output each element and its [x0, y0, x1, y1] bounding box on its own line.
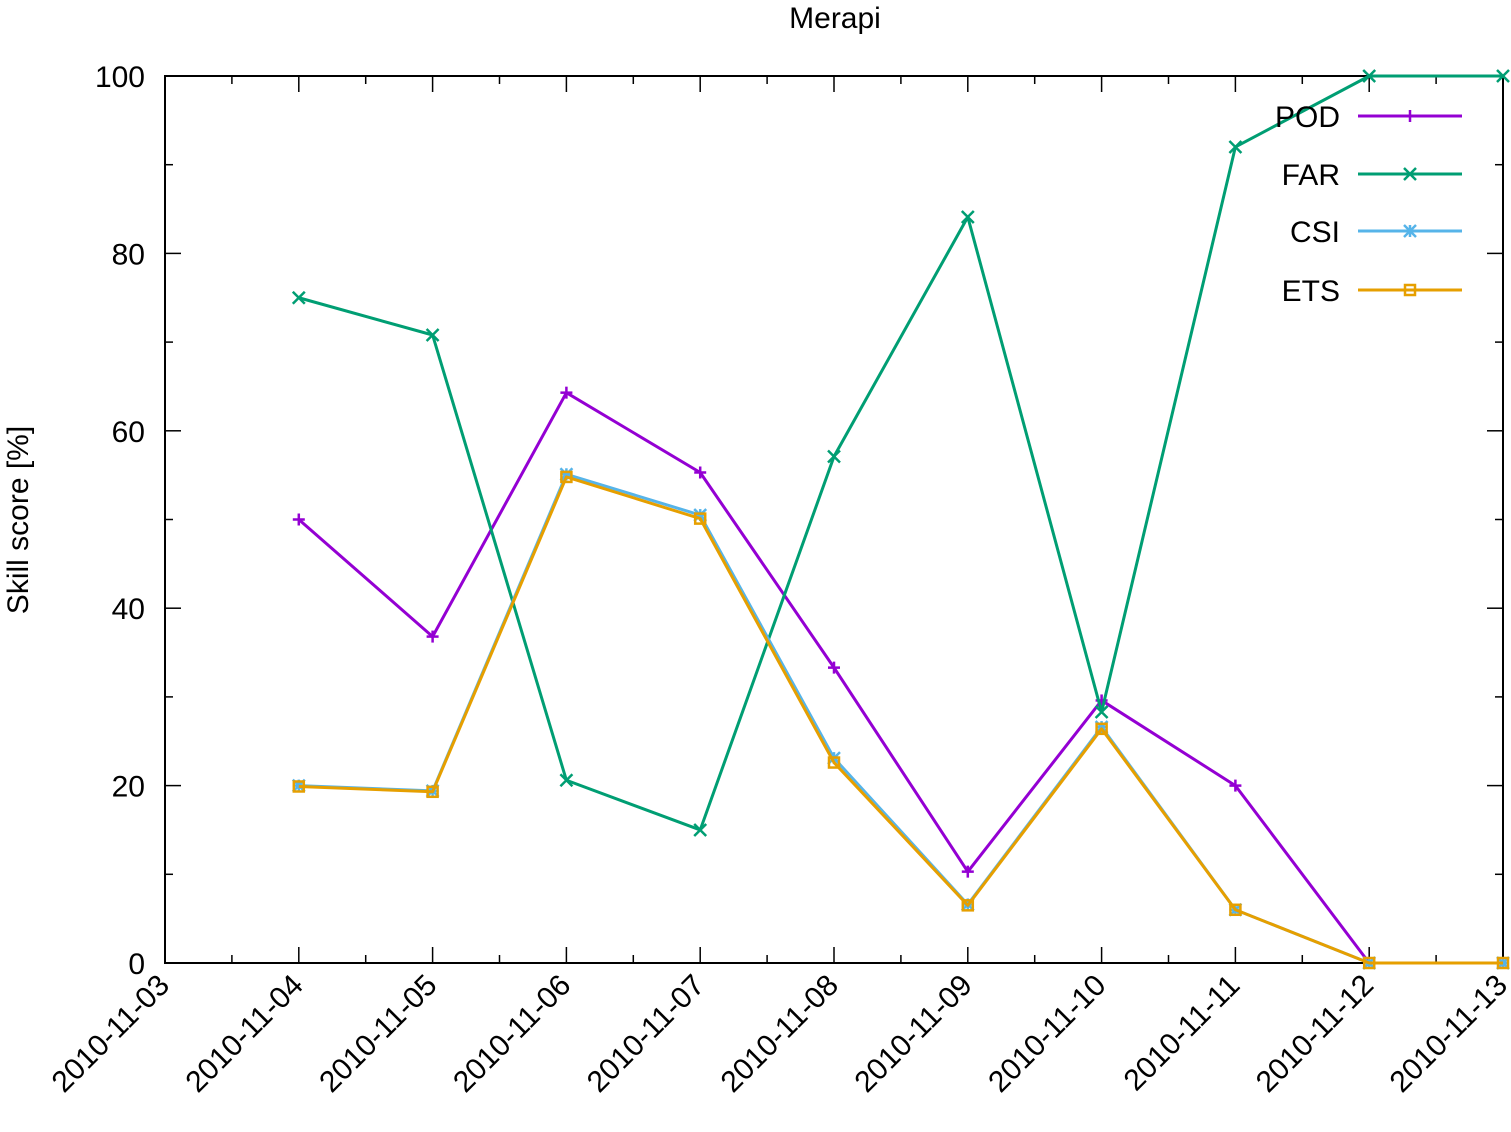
data-point-far [425, 328, 440, 342]
data-point-ets [1095, 722, 1108, 736]
x-tick-label: 2010-11-10 [982, 969, 1112, 1099]
data-point-ets-shape [1496, 956, 1510, 970]
legend-label-pod: POD [1275, 101, 1340, 134]
data-point-pod [292, 513, 305, 526]
legend-marker-ets-shape [1403, 283, 1417, 297]
data-point-pod [426, 630, 439, 643]
series-line-pod [297, 391, 1503, 965]
data-point-ets [1229, 903, 1242, 917]
data-point-far [693, 823, 708, 837]
data-point-far-stroke [827, 449, 841, 464]
x-tick-label: 2010-11-05 [313, 969, 443, 1099]
data-point-far [1496, 69, 1510, 83]
data-point-far [1228, 140, 1243, 154]
data-point-ets [1496, 956, 1510, 970]
data-point-ets [1362, 956, 1376, 970]
data-point-ets-shape [560, 470, 573, 484]
data-point-ets [827, 756, 841, 769]
data-point-far [559, 773, 574, 788]
data-point-ets [292, 780, 306, 793]
data-point-far-stroke [559, 773, 574, 788]
data-point-far-stroke [1228, 140, 1243, 154]
y-tick-label: 0 [128, 948, 145, 981]
data-point-far-stroke [960, 210, 975, 224]
data-point-ets [961, 899, 975, 912]
data-point-ets [693, 512, 707, 525]
data-point-far-stroke [291, 290, 306, 305]
legend-marker-pod [1404, 110, 1416, 122]
series-line-far [298, 74, 1503, 832]
x-tick-label: 2010-11-06 [447, 969, 577, 1099]
data-point-far [1362, 69, 1377, 83]
data-point-far-stroke [1094, 705, 1109, 719]
y-tick-label: 80 [112, 238, 145, 271]
x-tick-label: 2010-11-11 [1118, 969, 1247, 1098]
data-point-ets-shape [1229, 903, 1242, 917]
series-line-csi [298, 472, 1503, 965]
x-tick-label: 2010-11-07 [581, 969, 711, 1099]
x-tick-label: 2010-11-03 [46, 969, 176, 1099]
data-point-far-stroke [1362, 69, 1377, 83]
data-point-far-stroke [425, 328, 440, 342]
legend-marker-csi [1403, 224, 1417, 238]
series-line-ets [298, 475, 1503, 965]
data-point-far [960, 210, 975, 224]
data-point-far-stroke [1496, 69, 1510, 83]
legend-marker-ets [1403, 283, 1417, 297]
x-tick-label: 2010-11-12 [1250, 969, 1380, 1099]
y-tick-label: 100 [95, 61, 145, 94]
data-point-far [291, 290, 306, 305]
data-point-ets [426, 785, 439, 799]
data-point-pod [560, 386, 573, 399]
data-point-ets-shape [426, 785, 439, 799]
data-point-ets-shape [693, 512, 707, 525]
data-point-far [827, 449, 841, 464]
legend-marker-far [1403, 167, 1417, 181]
legend-marker-csi-stroke [1403, 224, 1417, 238]
data-point-ets-shape [1362, 956, 1376, 970]
x-tick-label: 2010-11-13 [1384, 969, 1511, 1099]
data-point-ets-shape [827, 756, 841, 769]
data-point-ets-shape [961, 899, 975, 912]
data-point-ets-shape [1095, 722, 1108, 736]
legend-label-ets: ETS [1282, 275, 1340, 308]
data-point-pod [1229, 779, 1242, 792]
x-tick-label: 2010-11-08 [715, 969, 845, 1099]
data-point-ets [560, 470, 573, 484]
legend-label-csi: CSI [1290, 216, 1340, 249]
y-tick-label: 20 [112, 771, 145, 804]
data-point-ets-shape [292, 780, 306, 793]
data-point-pod [961, 865, 974, 878]
data-point-far [1094, 705, 1109, 719]
y-tick-label: 40 [112, 593, 145, 626]
data-point-pod [694, 466, 707, 479]
y-tick-label: 60 [112, 416, 145, 449]
chart-title: Merapi [789, 2, 881, 35]
plot-frame [164, 75, 1504, 964]
legend-label-far: FAR [1282, 159, 1340, 192]
legend-marker-far-stroke [1403, 167, 1417, 181]
data-point-far-stroke [693, 823, 708, 837]
data-point-pod [828, 661, 840, 674]
y-axis-label: Skill score [%] [2, 426, 35, 614]
x-tick-label: 2010-11-04 [179, 969, 309, 1099]
x-tick-label: 2010-11-09 [848, 969, 978, 1099]
